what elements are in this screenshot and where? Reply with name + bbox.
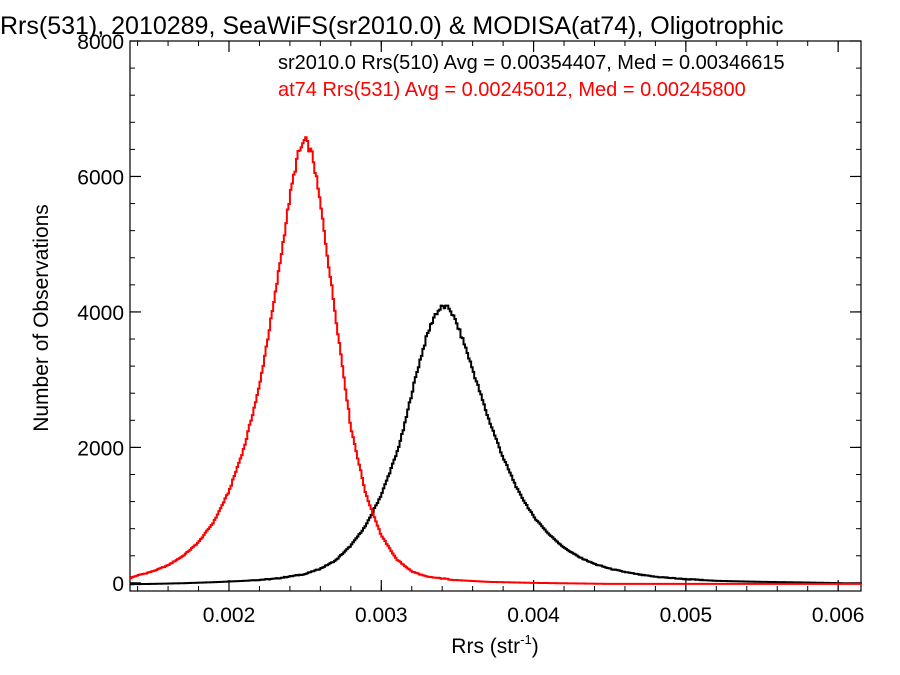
plot-frame bbox=[129, 40, 862, 592]
x-tick-label: 0.006 bbox=[812, 604, 865, 627]
x-axis-ticks: 0.002 0.003 0.004 0.005 0.006 bbox=[137, 41, 865, 627]
x-tick-label: 0.004 bbox=[507, 604, 560, 627]
legend-entry-seawifs: sr2010.0 Rrs(510) Avg = 0.00354407, Med … bbox=[278, 52, 785, 74]
x-axis-title: Rrs (str-1) bbox=[451, 632, 538, 658]
y-axis-title: Number of Observations bbox=[30, 204, 53, 432]
y-tick-label: 4000 bbox=[77, 302, 124, 325]
series-line-1 bbox=[130, 136, 861, 585]
x-tick-label: 0.005 bbox=[660, 604, 713, 627]
x-tick-label: 0.003 bbox=[355, 604, 408, 627]
x-axis-title-main: Rrs (str bbox=[451, 635, 520, 658]
x-axis-title-suffix: ) bbox=[532, 635, 539, 658]
y-tick-label: 2000 bbox=[77, 437, 124, 460]
chart-title: Rrs(531), 2010289, SeaWiFS(sr2010.0) & M… bbox=[0, 12, 784, 40]
series-lines bbox=[130, 136, 862, 586]
legend-entry-modisa: at74 Rrs(531) Avg = 0.00245012, Med = 0.… bbox=[278, 79, 746, 101]
x-axis-title-superscript: -1 bbox=[520, 632, 532, 647]
y-axis-ticks: 0 2000 4000 6000 8000 bbox=[77, 31, 861, 596]
y-tick-label: 0 bbox=[112, 573, 124, 596]
x-tick-label: 0.002 bbox=[203, 604, 256, 627]
plot-axes bbox=[129, 40, 862, 592]
y-tick-label: 8000 bbox=[77, 31, 124, 54]
series-line-0 bbox=[130, 304, 862, 586]
y-tick-label: 6000 bbox=[77, 166, 124, 189]
